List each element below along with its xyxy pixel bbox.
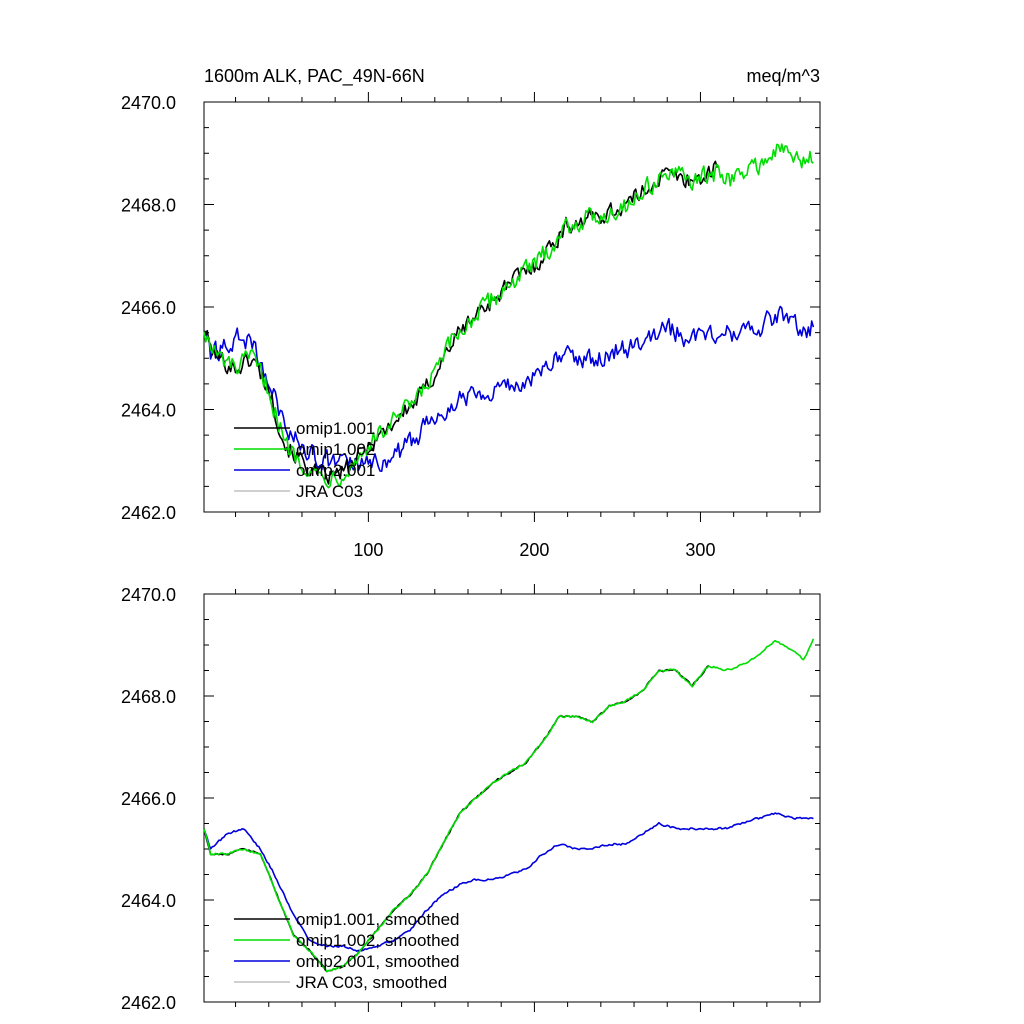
y-tick-label: 2470.0 bbox=[121, 585, 176, 605]
series-line-omip1-001 bbox=[203, 160, 718, 485]
series-line-omip1-002-smoothed bbox=[203, 638, 815, 973]
y-tick-label: 2464.0 bbox=[121, 891, 176, 911]
series-line-omip2-001 bbox=[204, 305, 815, 473]
legend-label: omip1.002 bbox=[296, 440, 375, 459]
legend-label: JRA C03 bbox=[296, 482, 363, 501]
legend-label: omip2.001, smoothed bbox=[296, 952, 460, 971]
x-tick-label: 300 bbox=[685, 540, 715, 560]
plot-title: 1600m ALK, PAC_49N-66N bbox=[204, 66, 425, 87]
y-tick-label: 2462.0 bbox=[121, 993, 176, 1013]
x-tick-label: 100 bbox=[353, 540, 383, 560]
legend-label: omip1.001 bbox=[296, 419, 375, 438]
legend-label: omip1.001, smoothed bbox=[296, 910, 460, 929]
units-label: meq/m^3 bbox=[747, 66, 820, 86]
legend-label: omip2.001 bbox=[296, 461, 375, 480]
y-tick-label: 2464.0 bbox=[121, 401, 176, 421]
legend-label: JRA C03, smoothed bbox=[296, 973, 447, 992]
y-tick-label: 2462.0 bbox=[121, 503, 176, 523]
y-tick-label: 2466.0 bbox=[121, 298, 176, 318]
chart-panel-smoothed: 2462.0 2464.0 2466.0 2468.0 2470.0 omip1.001,… bbox=[121, 584, 821, 1013]
y-tick-label: 2466.0 bbox=[121, 789, 176, 809]
y-tick-label: 2468.0 bbox=[121, 196, 176, 216]
series-line-omip2-001-smoothed bbox=[203, 812, 814, 953]
legend-label: omip1.002, smoothed bbox=[296, 931, 460, 950]
series-line-omip1-002 bbox=[203, 143, 814, 489]
y-tick-label: 2468.0 bbox=[121, 687, 176, 707]
y-tick-label: 2470.0 bbox=[121, 93, 176, 113]
chart-panel-raw: 2462.0 2464.0 2466.0 2468.0 2470.0 100 200 300 o… bbox=[121, 92, 821, 560]
x-tick-label: 200 bbox=[519, 540, 549, 560]
